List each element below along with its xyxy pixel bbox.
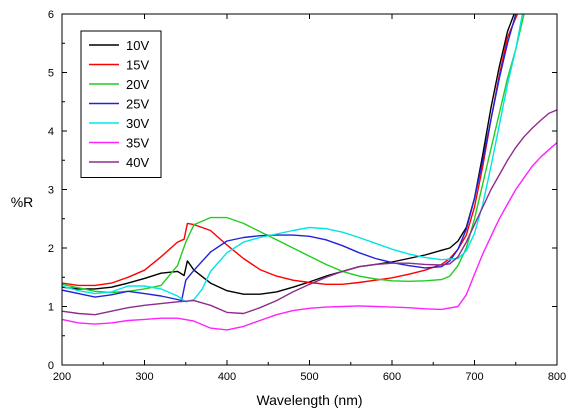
x-tick-label: 300 (135, 371, 153, 383)
y-tick-label: 2 (48, 243, 54, 255)
series-line-40V (62, 109, 557, 316)
y-tick-label: 6 (48, 9, 54, 21)
series-line-15V (62, 14, 519, 287)
axes-layer: 200 300 400 500 600 700 800 0 1 2 3 4 5 6 (48, 9, 566, 383)
legend-label-20V: 20V (126, 77, 149, 92)
series-layer (62, 14, 557, 331)
y-tick-label: 3 (48, 185, 54, 197)
legend-label-25V: 25V (126, 97, 149, 112)
legend: 10V 15V 20V 25V 30V 35V 40V (80, 30, 162, 178)
x-tick-label: 600 (383, 371, 401, 383)
legend-label-10V: 10V (126, 38, 149, 53)
series-line-35V (62, 142, 557, 331)
x-axis-label: Wavelength (nm) (256, 392, 362, 408)
y-tick-label: 5 (48, 68, 54, 80)
y-tick-label: 1 (48, 302, 54, 314)
legend-label-40V: 40V (126, 155, 149, 170)
y-tick-label: 0 (48, 360, 54, 372)
y-axis-label: %R (11, 194, 34, 210)
legend-label-15V: 15V (126, 58, 149, 73)
legend-label-35V: 35V (126, 136, 149, 151)
series-line-25V (62, 14, 517, 302)
x-tick-label: 800 (548, 371, 566, 383)
x-tick-label: 700 (465, 371, 483, 383)
legend-label-30V: 30V (126, 116, 149, 131)
x-tick-label: 500 (300, 371, 318, 383)
series-line-20V (62, 14, 525, 294)
series-line-30V (62, 14, 524, 303)
y-tick-label: 4 (48, 126, 54, 138)
x-tick-label: 400 (218, 371, 236, 383)
x-tick-label: 200 (53, 371, 71, 383)
